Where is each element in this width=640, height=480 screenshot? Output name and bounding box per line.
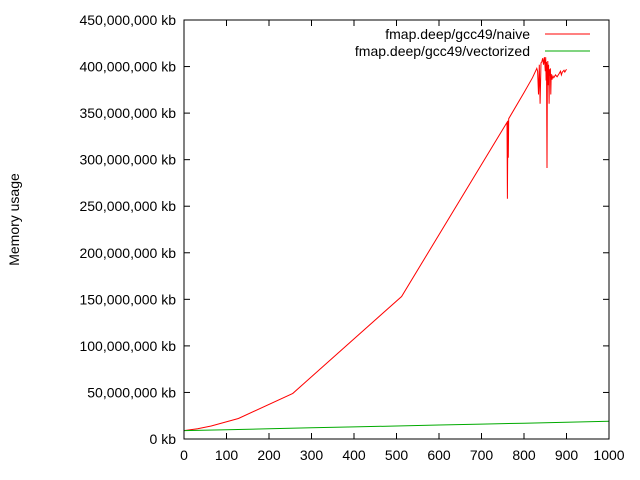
tick-labels-layer: 0 100 200 300 400 500 600 700 800 900 1000 0 kb 50,0… (79, 12, 624, 463)
legend-label-1: fmap.deep/gcc49/naive (385, 26, 530, 42)
ticks-layer (183, 19, 610, 440)
y-tick-label: 0 kb (150, 431, 177, 447)
series-line-1 (183, 57, 567, 432)
x-tick-label: 600 (427, 447, 451, 463)
y-axis-title: Memory usage (6, 173, 22, 266)
x-tick-label: 300 (300, 447, 324, 463)
legend: fmap.deep/gcc49/naivefmap.deep/gcc49/vec… (355, 26, 590, 59)
legend-label-2: fmap.deep/gcc49/vectorized (355, 43, 530, 59)
x-tick-label: 400 (342, 447, 366, 463)
y-tick-label: 350,000,000 kb (79, 105, 176, 121)
x-tick-label: 1000 (593, 447, 624, 463)
x-tick-label: 900 (555, 447, 579, 463)
y-tick-label: 450,000,000 kb (79, 12, 176, 28)
x-tick-label: 800 (512, 447, 536, 463)
y-tick-label: 400,000,000 kb (79, 59, 176, 75)
y-tick-label: 300,000,000 kb (79, 152, 176, 168)
y-tick-label: 250,000,000 kb (79, 198, 176, 214)
y-tick-label: 200,000,000 kb (79, 245, 176, 261)
y-tick-label: 50,000,000 kb (87, 384, 176, 400)
x-tick-label: 200 (257, 447, 281, 463)
series-layer (183, 57, 610, 432)
x-tick-label: 100 (215, 447, 239, 463)
y-tick-label: 150,000,000 kb (79, 291, 176, 307)
y-tick-label: 100,000,000 kb (79, 338, 176, 354)
x-tick-label: 500 (385, 447, 409, 463)
x-tick-label: 0 (180, 447, 188, 463)
series-line-2 (183, 420, 610, 432)
x-tick-label: 700 (470, 447, 494, 463)
